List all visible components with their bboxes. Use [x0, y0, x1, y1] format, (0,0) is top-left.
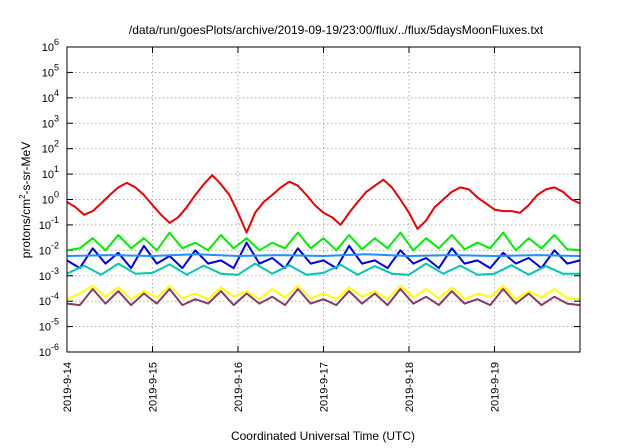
y-tick-label: 10-3 — [39, 266, 59, 283]
y-tick-label: 100 — [42, 190, 59, 207]
y-tick-label: 101 — [42, 164, 59, 181]
x-tick-label: 2019-9-17 — [319, 362, 331, 412]
y-tick-label-exp: 5 — [54, 62, 59, 72]
y-tick-label-base: 10 — [39, 245, 51, 257]
y-tick-label-exp: -5 — [51, 317, 59, 327]
y-tick-labels: 10-610-510-410-310-210-11001011021031041… — [39, 37, 59, 359]
y-tick-label-exp: 3 — [54, 113, 59, 123]
x-tick-labels: 2019-9-14 2019-9-15 2019-9-16 2019-9-17 2019… — [62, 362, 502, 412]
y-tick-label-base: 10 — [42, 195, 54, 207]
y-tick-label: 106 — [42, 37, 59, 54]
chart-title: /data/run/goesPlots/archive/2019-09-19/2… — [129, 23, 544, 37]
y-tick-label-exp: 2 — [54, 139, 59, 149]
x-tick-label: 2019-9-19 — [490, 362, 502, 412]
y-tick-label: 103 — [42, 113, 59, 130]
y-tick-label-base: 10 — [39, 220, 51, 232]
y-tick-label-base: 10 — [42, 93, 54, 105]
y-tick-label: 105 — [42, 62, 59, 79]
series-line-1 — [66, 231, 581, 252]
y-tick-label-exp: -6 — [51, 342, 59, 352]
y-tick-label-exp: 4 — [54, 88, 59, 98]
y-tick-label-base: 10 — [39, 347, 51, 359]
grid-layer — [66, 46, 580, 353]
series-layer — [66, 174, 581, 307]
y-tick-label: 102 — [42, 139, 59, 156]
x-tick-label: 2019-9-14 — [62, 362, 74, 412]
y-tick-label: 10-6 — [39, 342, 59, 359]
y-axis-label-rest: -s-sr-MeV — [19, 142, 33, 195]
y-tick-label-base: 10 — [42, 169, 54, 181]
x-tick-label: 2019-9-18 — [404, 362, 416, 412]
y-tick-label-base: 10 — [42, 42, 54, 54]
series-line-0 — [66, 174, 581, 234]
x-tick-label: 2019-9-15 — [148, 362, 160, 412]
y-tick-label-base: 10 — [39, 322, 51, 334]
y-tick-label-exp: -4 — [51, 291, 59, 301]
y-tick-label: 10-1 — [39, 215, 59, 232]
y-tick-label: 104 — [42, 88, 59, 105]
y-tick-label: 10-5 — [39, 317, 59, 334]
y-tick-label-base: 10 — [42, 67, 54, 79]
y-tick-label-exp: -1 — [51, 215, 59, 225]
series-line-6 — [66, 288, 581, 307]
y-axis-label: protons/cm2-s-sr-MeV — [18, 142, 33, 258]
y-tick-label-base: 10 — [39, 271, 51, 283]
y-tick-label-base: 10 — [39, 296, 51, 308]
y-tick-label-exp: 0 — [54, 190, 59, 200]
series-line-4 — [66, 262, 580, 276]
y-tick-label-base: 10 — [42, 144, 54, 156]
y-tick-label-exp: 6 — [54, 37, 59, 47]
series-line-2 — [66, 241, 581, 270]
y-tick-label: 10-2 — [39, 240, 59, 257]
y-axis-label-base: protons/cm — [19, 199, 33, 258]
y-tick-label-base: 10 — [42, 118, 54, 130]
plot-frame — [66, 46, 581, 353]
series-line-3 — [66, 253, 581, 257]
y-tick-label: 10-4 — [39, 291, 59, 308]
y-tick-label-exp: -3 — [51, 266, 59, 276]
y-tick-label-exp: 1 — [54, 164, 59, 174]
x-axis-label: Coordinated Universal Time (UTC) — [231, 429, 415, 443]
x-tick-label: 2019-9-16 — [233, 362, 245, 412]
y-axis-label-sup: 2 — [18, 194, 27, 199]
y-tick-label-exp: -2 — [51, 240, 59, 250]
series-line-5 — [66, 284, 581, 301]
